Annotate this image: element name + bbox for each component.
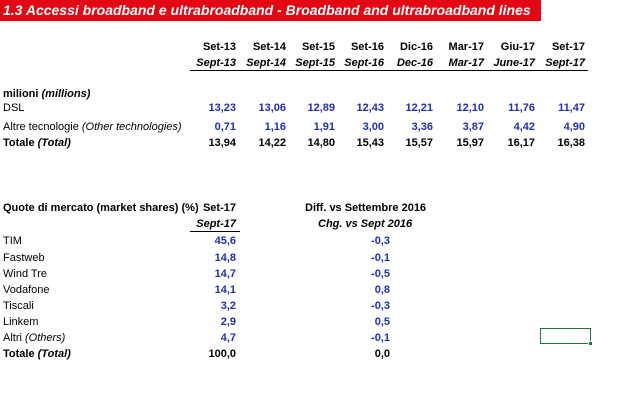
diff-col-header: Diff. vs Settembre 2016 bbox=[305, 202, 427, 214]
total-cell: 15,43 bbox=[356, 137, 384, 149]
value-cell: 11,47 bbox=[558, 102, 585, 114]
unit-label: milioni (millions) bbox=[3, 88, 91, 100]
share-cell: 2,9 bbox=[220, 316, 236, 328]
diff-col-header-en: Chg. vs Sept 2016 bbox=[318, 218, 413, 230]
period-header: Mar-17 bbox=[448, 41, 484, 53]
share-cell: 3,2 bbox=[220, 300, 236, 312]
value-cell: 1,91 bbox=[313, 121, 335, 133]
sheet-title: 1.3 Accessi broadband e ultrabroadband -… bbox=[0, 0, 541, 21]
share-cell: 14,1 bbox=[214, 284, 236, 296]
total-cell: 14,22 bbox=[258, 137, 286, 149]
diff-cell: -0,1 bbox=[371, 332, 390, 344]
value-cell: 12,43 bbox=[356, 102, 384, 114]
diff-cell: -0,5 bbox=[371, 268, 390, 280]
shares-total-label: Totale (Total) bbox=[3, 348, 71, 360]
diff-total-cell: 0,0 bbox=[374, 348, 390, 360]
share-cell: 4,7 bbox=[220, 332, 236, 344]
period-header: Dic-16 bbox=[399, 41, 433, 53]
value-cell: 1,16 bbox=[264, 121, 286, 133]
shares-header: Quote di mercato (market shares) (%) bbox=[3, 202, 199, 214]
value-cell: 3,36 bbox=[411, 121, 433, 133]
total-row-label: Totale (Total) bbox=[3, 137, 71, 149]
value-cell: 4,90 bbox=[563, 121, 585, 133]
row-label: Altre tecnologie (Other technologies) bbox=[3, 121, 182, 133]
period-header: Set-16 bbox=[350, 41, 384, 53]
period-header-en: Sept-14 bbox=[246, 57, 286, 69]
period-header-en: Sept-16 bbox=[344, 57, 384, 69]
value-cell: 12,10 bbox=[456, 102, 484, 114]
value-cell: 4,42 bbox=[513, 121, 535, 133]
total-cell: 15,97 bbox=[456, 137, 484, 149]
value-cell: 12,89 bbox=[307, 102, 335, 114]
period-header-en: Mar-17 bbox=[448, 57, 484, 69]
total-cell: 14,80 bbox=[307, 137, 335, 149]
value-cell: 3,00 bbox=[362, 121, 384, 133]
share-cell: 14,8 bbox=[214, 252, 236, 264]
total-cell: 16,17 bbox=[507, 137, 535, 149]
value-cell: 12,21 bbox=[405, 102, 433, 114]
operator-label: TIM bbox=[3, 235, 22, 247]
share-cell: 45,6 bbox=[214, 235, 236, 247]
row-label: DSL bbox=[3, 102, 25, 114]
value-cell: 3,87 bbox=[462, 121, 484, 133]
share-cell: 14,7 bbox=[214, 268, 236, 280]
operator-label: Vodafone bbox=[3, 284, 50, 296]
diff-cell: 0,5 bbox=[374, 316, 390, 328]
operator-label: Altri (Others) bbox=[3, 332, 66, 344]
period-header-en: Sept-13 bbox=[196, 57, 236, 69]
header-underline bbox=[190, 70, 588, 71]
fill-handle[interactable] bbox=[588, 341, 593, 346]
diff-cell: -0,3 bbox=[371, 235, 390, 247]
diff-cell: -0,1 bbox=[371, 252, 390, 264]
value-cell: 13,23 bbox=[208, 102, 236, 114]
share-total-cell: 100,0 bbox=[208, 348, 236, 360]
shares-header-underline bbox=[190, 231, 240, 232]
diff-cell: -0,3 bbox=[371, 300, 390, 312]
period-header: Set-17 bbox=[551, 41, 585, 53]
operator-label: Linkem bbox=[3, 316, 39, 328]
diff-cell: 0,8 bbox=[374, 284, 390, 296]
value-cell: 11,76 bbox=[508, 102, 535, 114]
period-header: Set-13 bbox=[202, 41, 236, 53]
selected-cell[interactable] bbox=[540, 328, 591, 344]
period-header-en: June-17 bbox=[493, 57, 535, 69]
shares-col-header: Set-17 bbox=[202, 202, 236, 214]
shares-col-header-en: Sept-17 bbox=[196, 218, 236, 230]
period-header-en: Sept-15 bbox=[295, 57, 335, 69]
value-cell: 13,06 bbox=[258, 102, 286, 114]
period-header: Set-14 bbox=[252, 41, 286, 53]
value-cell: 0,71 bbox=[214, 121, 236, 133]
total-cell: 16,38 bbox=[557, 137, 585, 149]
period-header-en: Dec-16 bbox=[396, 57, 433, 69]
total-cell: 15,57 bbox=[405, 137, 433, 149]
period-header-en: Sept-17 bbox=[545, 57, 585, 69]
period-header: Giu-17 bbox=[500, 41, 535, 53]
operator-label: Tiscali bbox=[3, 300, 34, 312]
operator-label: Wind Tre bbox=[3, 268, 48, 280]
total-cell: 13,94 bbox=[208, 137, 236, 149]
operator-label: Fastweb bbox=[3, 252, 45, 264]
period-header: Set-15 bbox=[301, 41, 335, 53]
